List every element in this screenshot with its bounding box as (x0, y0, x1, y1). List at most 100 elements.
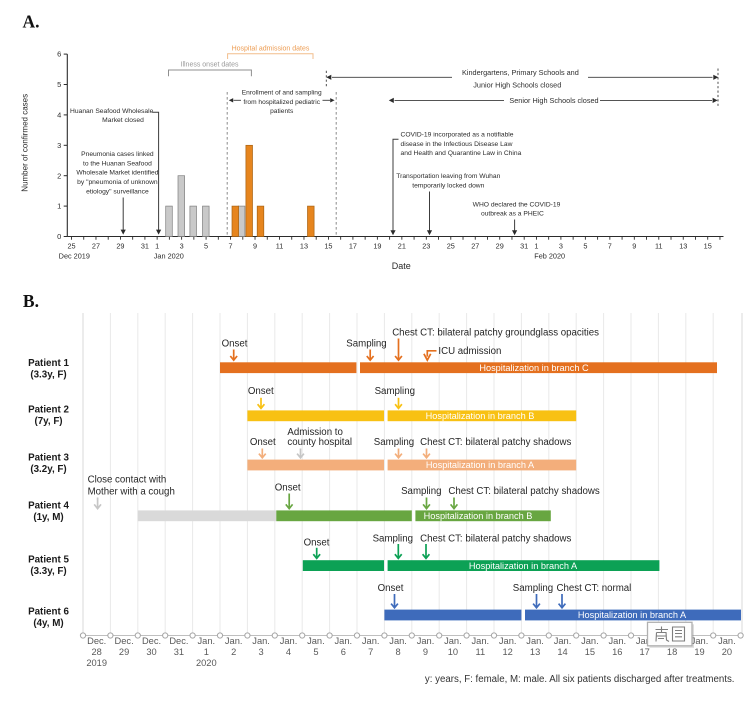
svg-text:27: 27 (92, 242, 100, 251)
svg-text:31: 31 (141, 242, 149, 251)
svg-text:Patient 4: Patient 4 (28, 500, 69, 511)
svg-text:Market closed: Market closed (102, 117, 144, 124)
svg-text:A.: A. (23, 12, 40, 32)
svg-text:Jan.: Jan. (636, 636, 654, 646)
svg-text:Dec 2019: Dec 2019 (59, 252, 90, 261)
svg-text:Hospitalization in branch A: Hospitalization in branch A (426, 460, 535, 470)
svg-text:Onset: Onset (378, 583, 404, 594)
svg-text:Patient 1: Patient 1 (28, 358, 69, 369)
svg-text:2020: 2020 (196, 658, 217, 668)
svg-text:29: 29 (119, 647, 129, 657)
svg-text:10: 10 (448, 647, 458, 657)
svg-text:9: 9 (253, 242, 257, 251)
svg-text:23: 23 (422, 242, 430, 251)
svg-text:3: 3 (559, 242, 563, 251)
svg-text:7: 7 (368, 647, 373, 657)
svg-text:31: 31 (174, 647, 184, 657)
svg-text:9: 9 (423, 647, 428, 657)
svg-text:Illness onset dates: Illness onset dates (181, 62, 239, 69)
svg-text:Chest CT: bilateral patchy gro: Chest CT: bilateral patchy groundglass o… (392, 327, 599, 338)
svg-text:WHO declared the COVID-19: WHO declared the COVID-19 (473, 201, 561, 208)
svg-text:patients: patients (270, 108, 294, 115)
svg-text:(1y, M): (1y, M) (33, 512, 63, 523)
svg-text:by "pneumonia of unknown: by "pneumonia of unknown (77, 179, 158, 186)
svg-text:11: 11 (276, 242, 284, 251)
svg-text:Onset: Onset (222, 338, 248, 349)
svg-text:Onset: Onset (250, 437, 276, 448)
svg-text:29: 29 (496, 242, 504, 251)
svg-text:Junior High Schools closed: Junior High Schools closed (473, 80, 561, 89)
svg-text:Sampling: Sampling (401, 486, 441, 497)
svg-text:15: 15 (324, 242, 332, 251)
svg-text:Date: Date (392, 261, 411, 271)
svg-text:17: 17 (349, 242, 357, 251)
svg-text:ICU admission: ICU admission (438, 346, 501, 357)
svg-text:11: 11 (475, 647, 485, 657)
svg-text:B.: B. (23, 291, 39, 311)
svg-text:Jan.: Jan. (198, 636, 216, 646)
svg-text:Admission to: Admission to (287, 427, 342, 438)
svg-text:3: 3 (259, 647, 264, 657)
svg-text:Sampling: Sampling (346, 338, 386, 349)
svg-text:Mother with a cough: Mother with a cough (88, 486, 175, 497)
svg-text:0: 0 (57, 232, 61, 241)
svg-text:Onset: Onset (275, 482, 301, 493)
svg-text:17: 17 (640, 647, 650, 657)
svg-text:11: 11 (655, 242, 663, 251)
svg-text:21: 21 (398, 242, 406, 251)
svg-text:to the Huanan Seafood: to the Huanan Seafood (83, 160, 152, 167)
svg-text:1: 1 (204, 647, 209, 657)
svg-text:Dec.: Dec. (87, 636, 106, 646)
svg-text:county hospital: county hospital (287, 437, 352, 448)
svg-text:7: 7 (229, 242, 233, 251)
svg-text:Onset: Onset (248, 386, 274, 397)
svg-text:1: 1 (155, 242, 159, 251)
svg-text:2019: 2019 (86, 658, 107, 668)
svg-text:Jan.: Jan. (280, 636, 298, 646)
svg-text:18: 18 (667, 647, 677, 657)
svg-text:Jan.: Jan. (307, 636, 325, 646)
svg-text:Kindergartens, Primary Schools: Kindergartens, Primary Schools and (462, 68, 579, 77)
svg-text:Dec.: Dec. (142, 636, 161, 646)
svg-text:Jan.: Jan. (718, 636, 736, 646)
svg-text:Jan.: Jan. (526, 636, 544, 646)
svg-text:(3.3y, F): (3.3y, F) (30, 369, 66, 380)
svg-text:2: 2 (57, 171, 61, 180)
svg-text:Hospital admission dates: Hospital admission dates (232, 46, 310, 53)
svg-text:Transportation leaving from Wu: Transportation leaving from Wuhan (396, 173, 500, 180)
svg-text:28: 28 (92, 647, 102, 657)
svg-text:Patient 3: Patient 3 (28, 453, 69, 464)
svg-text:Jan.: Jan. (362, 636, 380, 646)
svg-text:Chest CT: bilateral patchy sha: Chest CT: bilateral patchy shadows (448, 486, 599, 497)
svg-text:6: 6 (57, 50, 61, 59)
svg-text:Chest CT: bilateral patchy sha: Chest CT: bilateral patchy shadows (420, 533, 571, 544)
svg-text:29: 29 (116, 242, 124, 251)
svg-text:1: 1 (57, 202, 61, 211)
svg-text:Chest CT: normal: Chest CT: normal (557, 583, 632, 594)
svg-text:3: 3 (180, 242, 184, 251)
svg-text:15: 15 (704, 242, 712, 251)
svg-text:4: 4 (57, 111, 61, 120)
svg-text:5: 5 (583, 242, 587, 251)
svg-text:9: 9 (632, 242, 636, 251)
svg-text:Jan.: Jan. (444, 636, 462, 646)
svg-text:Hospitalization in branch C: Hospitalization in branch C (479, 363, 589, 373)
svg-text:COVID-19 incorporated as a not: COVID-19 incorporated as a notifiable (401, 131, 514, 138)
svg-text:(7y, F): (7y, F) (34, 416, 62, 427)
svg-text:outbreak as a PHEIC: outbreak as a PHEIC (481, 211, 544, 218)
svg-text:(3.3y, F): (3.3y, F) (30, 566, 66, 577)
svg-text:Hospitalization in branch A: Hospitalization in branch A (469, 561, 578, 571)
svg-text:1: 1 (534, 242, 538, 251)
svg-text:Jan.: Jan. (691, 636, 709, 646)
svg-text:Pneumonia cases linked: Pneumonia cases linked (81, 151, 154, 158)
svg-text:(3.2y, F): (3.2y, F) (30, 464, 66, 475)
svg-text:8: 8 (396, 647, 401, 657)
svg-text:12: 12 (503, 647, 513, 657)
svg-text:2: 2 (231, 647, 236, 657)
svg-text:19: 19 (373, 242, 381, 251)
svg-text:25: 25 (67, 242, 75, 251)
svg-text:5: 5 (204, 242, 208, 251)
svg-text:and Health and Quarantine Law: and Health and Quarantine Law in China (401, 150, 522, 157)
svg-text:Jan.: Jan. (499, 636, 517, 646)
svg-text:Dec.: Dec. (115, 636, 134, 646)
